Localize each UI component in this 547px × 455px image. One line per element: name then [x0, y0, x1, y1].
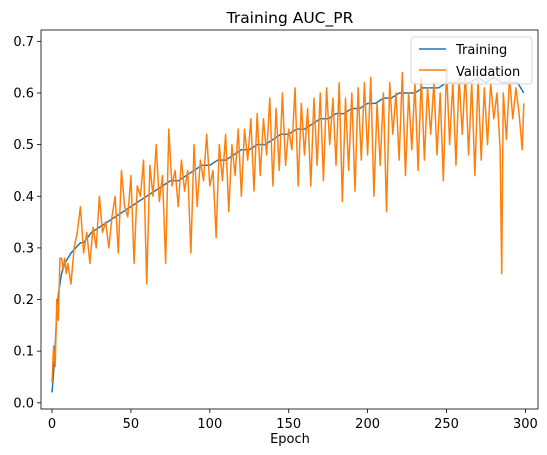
- y-tick-label: 0.6: [13, 86, 34, 101]
- y-tick-label: 0.3: [13, 241, 34, 256]
- series-line-training: [51, 76, 525, 393]
- x-tick-label: 0: [48, 417, 56, 432]
- y-tick-label: 0.5: [13, 138, 34, 153]
- y-tick-label: 0.4: [13, 190, 34, 205]
- series-layer: [51, 66, 525, 393]
- legend-label-training: Training: [455, 43, 507, 58]
- x-tick-label: 100: [197, 417, 222, 432]
- legend-label-validation: Validation: [456, 65, 520, 80]
- x-tick-label: 300: [513, 417, 538, 432]
- plot-frame: [40, 29, 539, 410]
- x-tick-label: 50: [123, 417, 140, 432]
- x-tick-label: 250: [434, 417, 459, 432]
- y-tick-label: 0.1: [13, 345, 34, 360]
- x-axis-label: Epoch: [270, 432, 310, 447]
- ticks-layer: 0 50 100 150 200 250 300 0.0 0.1 0.2 0.3 0.4 0.5 0.6 0…: [13, 35, 537, 432]
- legend: Training Validation: [410, 36, 533, 85]
- x-tick-label: 200: [355, 417, 380, 432]
- x-tick-label: 150: [276, 417, 301, 432]
- y-tick-label: 0.2: [13, 293, 34, 308]
- chart-title: Training AUC_PR: [226, 9, 354, 28]
- series-line-validation: [51, 66, 525, 383]
- y-tick-label: 0.0: [13, 396, 34, 411]
- y-tick-label: 0.7: [13, 35, 34, 50]
